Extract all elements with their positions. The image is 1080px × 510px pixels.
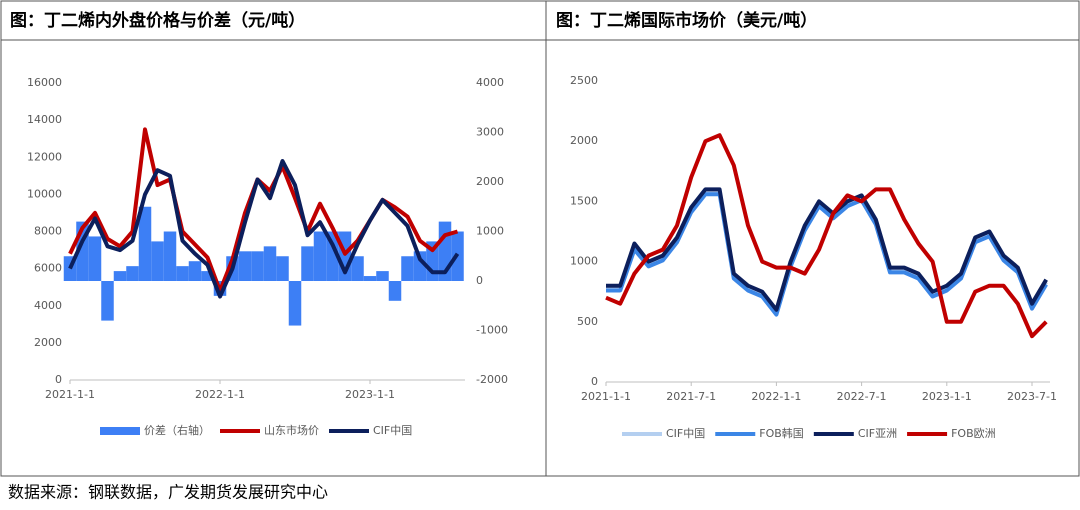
spread-bar (113, 271, 127, 281)
spread-bar (376, 271, 389, 281)
source-note: 数据来源：钢联数据，广发期货发展研究中心 (8, 483, 328, 502)
x-tick-label: 2021-7-1 (666, 390, 716, 403)
y-tick-label: 2000 (34, 336, 62, 349)
spread-bar (238, 251, 252, 281)
x-tick-label: 2022-1-1 (751, 390, 801, 403)
spread-bar (126, 266, 139, 281)
y-tick-label: 12000 (27, 150, 62, 163)
x-tick-label: 2021-1-1 (45, 388, 95, 401)
series-line (68, 127, 459, 293)
y2-tick-label: 4000 (476, 76, 504, 89)
spread-bar (388, 281, 402, 301)
spread-bar (363, 276, 377, 281)
spread-bar (326, 231, 339, 281)
x-tick-label: 2023-1-1 (922, 390, 972, 403)
chart-title: 图：丁二烯内外盘价格与价差（元/吨） (10, 10, 305, 31)
y2-tick-label: -1000 (476, 324, 508, 337)
y-tick-label: 1000 (570, 255, 598, 268)
spread-bar (401, 256, 414, 281)
x-tick-label: 2022-1-1 (195, 388, 245, 401)
y-tick-label: 0 (591, 375, 598, 388)
spread-bar (176, 266, 189, 281)
x-tick-label: 2022-7-1 (837, 390, 887, 403)
spread-bar (163, 231, 177, 281)
spread-bar (251, 251, 264, 281)
y-tick-label: 0 (55, 373, 62, 386)
legend-label: CIF中国 (373, 424, 412, 437)
y-tick-label: 8000 (34, 225, 62, 238)
spread-bar (188, 261, 202, 281)
legend-label: FOB韩国 (759, 426, 804, 440)
spread-bar (413, 251, 427, 281)
y-tick-label: 500 (577, 315, 598, 328)
spread-bar (138, 206, 152, 281)
series-line (606, 187, 1048, 312)
y-tick-label: 1500 (570, 194, 598, 207)
spread-bar (276, 256, 289, 281)
spread-bar (313, 231, 327, 281)
y2-tick-label: 1000 (476, 225, 504, 238)
spread-bar (201, 271, 214, 281)
spread-bar (101, 281, 114, 321)
y-tick-label: 4000 (34, 299, 62, 312)
y2-tick-label: 0 (476, 274, 483, 287)
legend-label: FOB欧洲 (951, 427, 996, 440)
series-line (68, 159, 460, 299)
y2-tick-label: 3000 (476, 126, 504, 139)
x-tick-label: 2023-7-1 (1007, 390, 1057, 403)
spread-bar (351, 256, 364, 281)
y-tick-label: 14000 (27, 113, 62, 126)
frame (0, 0, 1080, 477)
chart-title: 图：丁二烯国际市场价（美元/吨） (556, 10, 817, 31)
y-tick-label: 2000 (570, 134, 598, 147)
spread-bar (151, 241, 164, 281)
legend-swatch (100, 427, 140, 435)
y-tick-label: 16000 (27, 76, 62, 89)
legend-label: CIF中国 (666, 427, 705, 440)
spread-bar (88, 236, 102, 281)
y-tick-label: 6000 (34, 262, 62, 275)
series-line (605, 133, 1048, 339)
series-line (606, 192, 1048, 317)
y-tick-label: 2500 (570, 74, 598, 87)
spread-bar (301, 246, 314, 281)
x-tick-label: 2021-1-1 (581, 390, 631, 403)
y-tick-label: 10000 (27, 187, 62, 200)
x-tick-label: 2023-1-1 (345, 388, 395, 401)
y2-tick-label: -2000 (476, 373, 508, 386)
legend-label: CIF亚洲 (858, 427, 897, 440)
y2-tick-label: 2000 (476, 175, 504, 188)
spread-bar (288, 281, 302, 326)
spread-bar (263, 246, 277, 281)
legend-label: 山东市场价 (264, 423, 319, 437)
legend-label: 价差（右轴） (144, 423, 210, 437)
